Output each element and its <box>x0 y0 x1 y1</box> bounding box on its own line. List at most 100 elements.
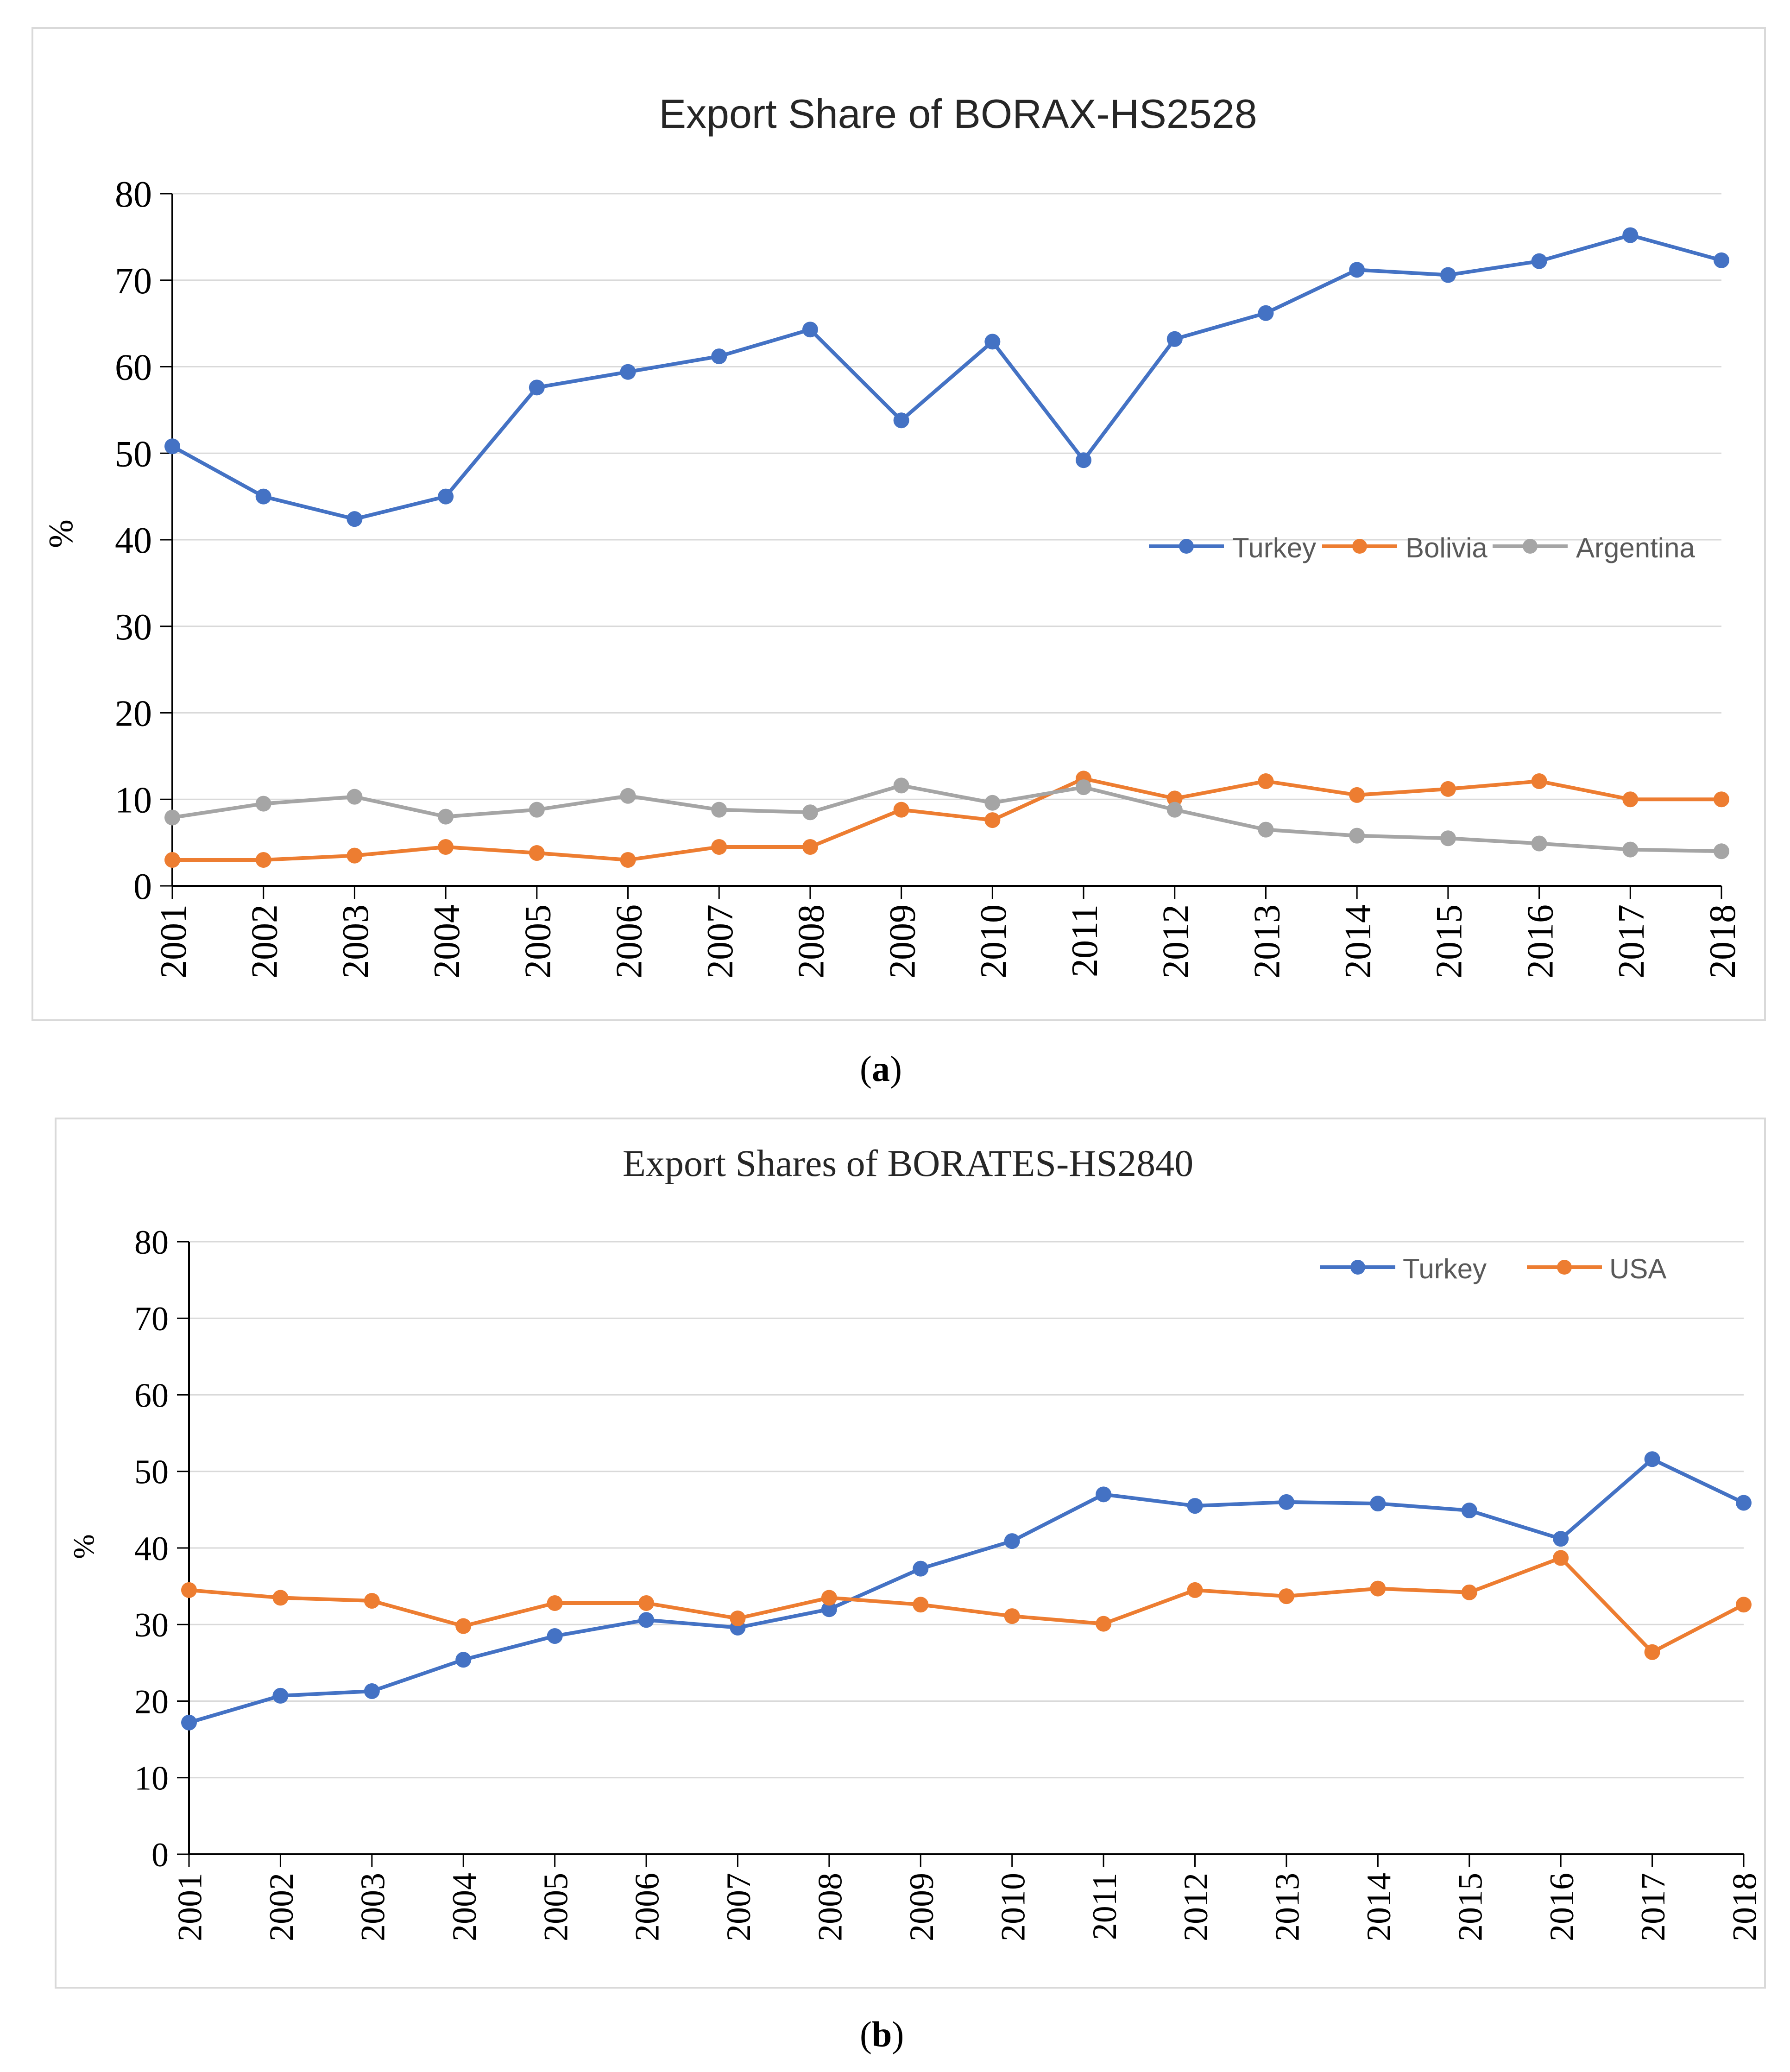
data-point-turkey <box>438 488 454 505</box>
data-point-usa <box>272 1590 289 1606</box>
x-tick-label: 2017 <box>1611 904 1652 979</box>
data-point-usa <box>730 1611 746 1627</box>
data-point-turkey <box>181 1714 197 1731</box>
series-line-argentina <box>172 783 1722 853</box>
data-point-bolivia <box>529 845 545 861</box>
x-tick-label: 2004 <box>446 1873 484 1941</box>
y-tick-label: 70 <box>134 1300 169 1338</box>
data-point-turkey <box>1096 1486 1112 1503</box>
data-point-turkey <box>1553 1531 1569 1547</box>
x-tick-label: 2002 <box>263 1873 301 1941</box>
x-tick-label: 2017 <box>1634 1873 1672 1941</box>
data-point-turkey <box>255 488 271 505</box>
data-point-argentina <box>438 809 454 825</box>
x-tick-label: 2001 <box>171 1873 209 1941</box>
data-point-turkey <box>1258 305 1274 321</box>
data-point-turkey <box>1370 1496 1386 1512</box>
data-point-argentina <box>893 777 909 794</box>
x-tick-label: 2005 <box>518 904 559 979</box>
data-point-usa <box>181 1582 197 1598</box>
x-tick-label: 2010 <box>973 904 1014 979</box>
legend-marker-turkey <box>1350 1260 1365 1275</box>
x-tick-label: 2016 <box>1543 1873 1581 1941</box>
data-point-usa <box>821 1590 837 1606</box>
data-point-turkey <box>1440 267 1456 283</box>
x-tick-label: 2013 <box>1269 1873 1307 1941</box>
x-tick-label: 2012 <box>1177 1873 1215 1941</box>
data-point-argentina <box>1166 802 1183 818</box>
x-tick-label: 2010 <box>994 1873 1032 1941</box>
chart-panel-b: Export Shares of BORATES-HS2840 % 0 10 20 3… <box>55 1118 1766 1989</box>
y-tick-label: 10 <box>134 1760 169 1798</box>
data-point-usa <box>1370 1580 1386 1597</box>
data-point-argentina <box>802 804 818 821</box>
data-point-turkey <box>913 1560 929 1577</box>
data-point-argentina <box>1531 835 1547 852</box>
x-tick-label: 2006 <box>609 904 649 979</box>
data-point-bolivia <box>1349 787 1365 803</box>
y-axis-label: % <box>67 1534 100 1559</box>
x-tick-label: 2005 <box>537 1873 575 1941</box>
y-tick-label: 80 <box>134 1224 169 1262</box>
data-point-usa <box>1187 1582 1203 1598</box>
data-point-turkey <box>802 322 818 338</box>
data-point-usa <box>1461 1584 1477 1600</box>
x-tick-label: 2003 <box>335 904 376 979</box>
data-point-argentina <box>1076 779 1092 796</box>
y-tick-label: 20 <box>134 1683 169 1721</box>
data-point-usa <box>1553 1550 1569 1566</box>
y-tick-label: 0 <box>133 866 152 907</box>
data-point-usa <box>1736 1597 1752 1613</box>
data-point-turkey <box>1278 1494 1294 1510</box>
y-tick-label: 40 <box>134 1530 169 1568</box>
x-tick-label: 2009 <box>882 904 923 979</box>
data-point-turkey <box>164 438 180 455</box>
data-point-bolivia <box>711 839 727 855</box>
y-tick-label: 40 <box>115 520 152 561</box>
legend-marker-usa <box>1557 1260 1572 1275</box>
y-axis-label: % <box>42 519 80 548</box>
data-point-turkey <box>364 1683 380 1699</box>
data-point-turkey <box>547 1628 563 1644</box>
x-tick-label: 2015 <box>1429 904 1470 979</box>
figure-caption-b: (b) <box>860 2014 904 2054</box>
x-tick-label: 2007 <box>720 1873 758 1941</box>
data-point-bolivia <box>1440 781 1456 797</box>
x-tick-label: 2013 <box>1247 904 1287 979</box>
data-point-turkey <box>1531 253 1547 269</box>
data-point-usa <box>364 1593 380 1609</box>
x-tick-label: 2011 <box>1065 904 1105 977</box>
legend-label-bolivia: Bolivia <box>1406 532 1487 563</box>
data-point-argentina <box>529 802 545 818</box>
chart-b: Export Shares of BORATES-HS2840 % 0 10 20 3… <box>67 1142 1764 1941</box>
data-point-usa <box>1278 1588 1294 1605</box>
x-tick-label: 2012 <box>1156 904 1197 979</box>
x-tick-label: 2011 <box>1086 1873 1124 1940</box>
data-point-turkey <box>1349 262 1365 278</box>
chart-panel-a: Export Share of BORAX-HS2528 % 0 10 20 30 40… <box>32 27 1766 1021</box>
legend-label-turkey: Turkey <box>1232 532 1316 563</box>
data-point-bolivia <box>620 852 636 868</box>
x-tick-label: 2018 <box>1702 904 1743 979</box>
y-tick-label: 10 <box>115 780 152 821</box>
y-tick-label: 60 <box>115 347 152 388</box>
data-point-usa <box>547 1595 563 1611</box>
x-tick-label: 2016 <box>1520 904 1561 979</box>
data-point-argentina <box>1440 830 1456 846</box>
x-tick-label: 2003 <box>354 1873 392 1941</box>
data-point-argentina <box>984 795 1001 811</box>
data-point-argentina <box>1622 841 1639 858</box>
legend-label-argentina: Argentina <box>1576 532 1695 563</box>
data-point-bolivia <box>347 847 363 864</box>
data-point-turkey <box>1461 1503 1477 1519</box>
y-tick-label: 50 <box>115 434 152 474</box>
data-point-argentina <box>347 789 363 805</box>
data-point-bolivia <box>1622 791 1639 808</box>
data-point-turkey <box>455 1652 472 1668</box>
figure-caption-a: (a) <box>860 1049 902 1089</box>
y-tick-label: 30 <box>134 1606 169 1644</box>
data-point-usa <box>638 1595 655 1611</box>
caption-letter-a: a <box>871 1049 890 1089</box>
y-tick-label: 60 <box>134 1377 169 1415</box>
data-point-usa <box>1644 1644 1660 1660</box>
